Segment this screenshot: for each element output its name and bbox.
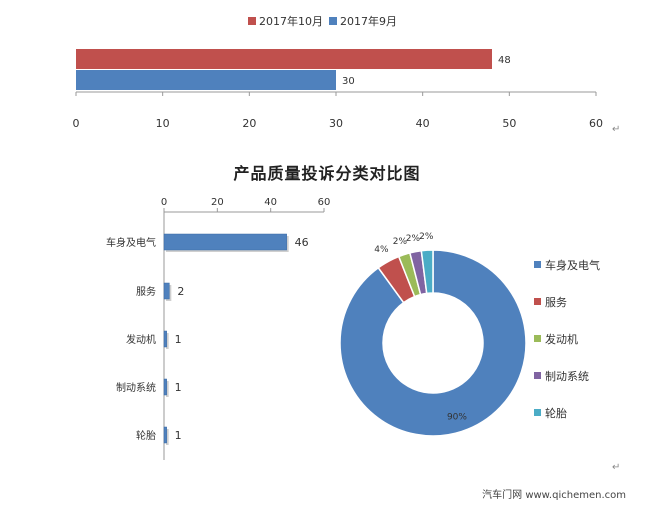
x-tick-label: 60	[318, 197, 331, 208]
bar-shadow	[166, 429, 169, 445]
data-label: 2	[177, 285, 184, 298]
category-label: 车身及电气	[106, 236, 156, 249]
data-label: 30	[342, 76, 355, 87]
legend-label: 制动系统	[545, 370, 589, 383]
legend-swatch	[329, 17, 337, 25]
category-label: 发动机	[126, 333, 156, 346]
legend-swatch	[534, 335, 541, 342]
legend-swatch	[248, 17, 256, 25]
legend-swatch	[534, 298, 541, 305]
category-label: 服务	[136, 285, 156, 298]
bar	[163, 330, 167, 348]
bar	[76, 70, 336, 90]
x-tick-label: 30	[329, 117, 343, 130]
bar	[163, 282, 170, 300]
category-bar-chart: 0 20 40 60 车身及电气 46 服务 2 发动机 1 制动系统 1 轮胎 1	[106, 197, 330, 460]
bar	[76, 49, 492, 69]
x-tick-label: 40	[264, 197, 277, 208]
x-tick-label: 0	[161, 197, 167, 208]
bar	[163, 426, 167, 444]
data-label: 46	[295, 236, 309, 249]
bar	[163, 378, 167, 396]
bar-shadow	[166, 381, 169, 397]
x-tick-label: 40	[416, 117, 430, 130]
slice-label: 2%	[419, 232, 434, 242]
legend-swatch	[534, 261, 541, 268]
bar	[163, 233, 287, 251]
legend-swatch	[534, 372, 541, 379]
legend-label: 车身及电气	[545, 258, 600, 272]
x-tick-label: 20	[211, 197, 224, 208]
legend-label: 轮胎	[545, 406, 567, 420]
slice-label: 90%	[447, 413, 467, 423]
legend-label: 2017年10月	[259, 14, 323, 28]
slice-label: 4%	[374, 245, 389, 255]
data-label: 1	[175, 429, 182, 442]
data-label: 1	[175, 333, 182, 346]
legend-label: 发动机	[545, 332, 578, 346]
x-tick-label: 20	[242, 117, 256, 130]
legend-label: 服务	[545, 296, 567, 309]
x-tick-label: 50	[502, 117, 516, 130]
return-mark: ↵	[612, 462, 621, 473]
data-label: 48	[498, 55, 511, 66]
data-label: 1	[175, 381, 182, 394]
legend-label: 2017年9月	[340, 14, 397, 28]
donut-slice	[339, 249, 527, 437]
section-title: 产品质量投诉分类对比图	[233, 164, 421, 183]
return-mark: ↵	[612, 124, 621, 135]
donut-slice	[420, 249, 434, 295]
legend-swatch	[534, 409, 541, 416]
bar-shadow	[166, 333, 169, 349]
category-label: 制动系统	[116, 381, 156, 394]
x-tick-label: 0	[73, 117, 80, 130]
watermark: 汽车门网 www.qichemen.com	[482, 490, 626, 501]
category-label: 轮胎	[136, 429, 156, 442]
x-tick-label: 60	[589, 117, 603, 130]
slice-label: 2%	[406, 234, 421, 244]
slice-label: 2%	[393, 237, 408, 247]
comparison-bar-chart: 2017年10月 2017年9月 48 30 0 10 20 30 40 50 60	[73, 14, 604, 130]
x-tick-label: 10	[156, 117, 170, 130]
